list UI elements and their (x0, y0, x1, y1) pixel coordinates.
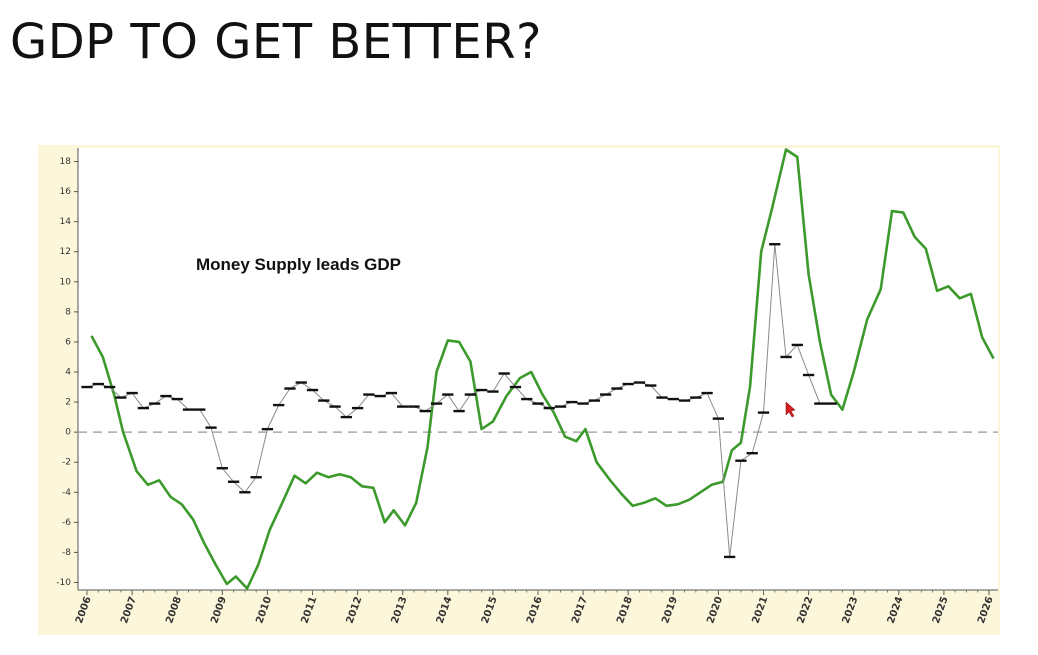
y-tick-label: 4 (65, 368, 71, 378)
y-tick-label: -2 (62, 458, 71, 468)
money-supply-line (90, 148, 995, 590)
y-tick-label: 16 (60, 187, 72, 197)
plot-area (78, 148, 998, 590)
y-tick-label: 10 (60, 277, 72, 287)
slide-title: GDP TO GET BETTER? (10, 14, 543, 70)
cursor (785, 401, 796, 418)
y-tick-label: 12 (60, 247, 71, 257)
y-tick-label: 2 (65, 398, 71, 408)
y-tick-label: 8 (65, 307, 71, 317)
y-tick-label: -10 (56, 578, 71, 588)
y-tick-label: 0 (65, 428, 71, 438)
annotation: Money Supply leads GDP (196, 255, 401, 274)
y-tick-label: 14 (60, 217, 72, 227)
y-tick-label: 6 (65, 337, 71, 347)
y-tick-label: -6 (62, 518, 71, 528)
y-tick-label: -8 (62, 548, 71, 558)
y-tick-label: 18 (60, 157, 72, 167)
y-tick-label: -4 (62, 488, 71, 498)
